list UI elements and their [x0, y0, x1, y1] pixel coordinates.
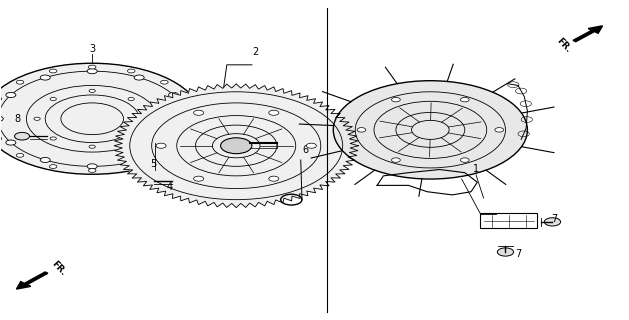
Circle shape: [306, 143, 316, 148]
Circle shape: [191, 117, 198, 121]
Circle shape: [156, 143, 166, 148]
Circle shape: [16, 153, 24, 157]
Circle shape: [0, 97, 2, 101]
Bar: [481, 213, 537, 228]
Circle shape: [167, 163, 174, 166]
Circle shape: [136, 148, 142, 151]
Circle shape: [460, 97, 469, 102]
Circle shape: [194, 110, 204, 115]
Circle shape: [160, 80, 168, 84]
Circle shape: [144, 117, 150, 120]
Circle shape: [136, 163, 142, 166]
Circle shape: [89, 145, 96, 148]
Circle shape: [134, 157, 144, 163]
Text: 7: 7: [515, 249, 521, 259]
Text: 5: 5: [150, 159, 156, 169]
Circle shape: [16, 80, 24, 84]
Circle shape: [50, 137, 57, 140]
Circle shape: [89, 169, 96, 172]
Circle shape: [544, 218, 560, 226]
Text: 4: 4: [166, 182, 172, 192]
Circle shape: [49, 164, 57, 168]
Circle shape: [183, 137, 190, 140]
Text: 6: 6: [302, 145, 308, 155]
FancyArrow shape: [16, 272, 48, 289]
Circle shape: [391, 97, 400, 102]
Circle shape: [269, 110, 279, 115]
Circle shape: [40, 157, 50, 163]
Circle shape: [152, 166, 158, 170]
Circle shape: [34, 117, 40, 120]
Circle shape: [357, 128, 366, 132]
Circle shape: [194, 176, 204, 181]
Circle shape: [6, 140, 16, 145]
Circle shape: [87, 69, 97, 74]
Circle shape: [6, 92, 16, 98]
Circle shape: [49, 69, 57, 73]
Circle shape: [391, 158, 400, 162]
Circle shape: [128, 97, 134, 100]
Circle shape: [89, 65, 96, 69]
FancyArrow shape: [573, 26, 603, 42]
Circle shape: [14, 132, 30, 140]
Circle shape: [141, 150, 169, 164]
Circle shape: [169, 140, 179, 145]
Circle shape: [40, 75, 50, 80]
Circle shape: [128, 164, 135, 168]
Circle shape: [87, 164, 97, 169]
Text: 8: 8: [14, 115, 20, 124]
Text: FR.: FR.: [50, 260, 68, 277]
Circle shape: [169, 92, 179, 98]
Circle shape: [221, 138, 252, 154]
Circle shape: [0, 63, 202, 174]
Circle shape: [495, 128, 504, 132]
Text: 2: 2: [252, 47, 258, 57]
Circle shape: [167, 148, 174, 151]
Text: 7: 7: [551, 214, 557, 224]
Circle shape: [174, 155, 180, 158]
Circle shape: [50, 97, 57, 100]
Text: 3: 3: [89, 44, 95, 54]
Circle shape: [333, 81, 527, 179]
Circle shape: [89, 89, 96, 92]
Text: 1: 1: [473, 164, 479, 174]
Circle shape: [128, 137, 134, 140]
Text: FR.: FR.: [555, 36, 572, 54]
Polygon shape: [114, 84, 359, 208]
Circle shape: [0, 116, 3, 121]
Circle shape: [460, 158, 469, 162]
Circle shape: [498, 248, 514, 256]
Circle shape: [155, 171, 171, 179]
Circle shape: [134, 75, 144, 80]
Circle shape: [181, 116, 191, 121]
Circle shape: [130, 155, 136, 158]
Circle shape: [183, 97, 190, 101]
Circle shape: [126, 142, 183, 171]
Circle shape: [269, 176, 279, 181]
Circle shape: [160, 153, 168, 157]
Circle shape: [128, 69, 135, 73]
Circle shape: [152, 144, 158, 147]
Circle shape: [0, 137, 2, 140]
